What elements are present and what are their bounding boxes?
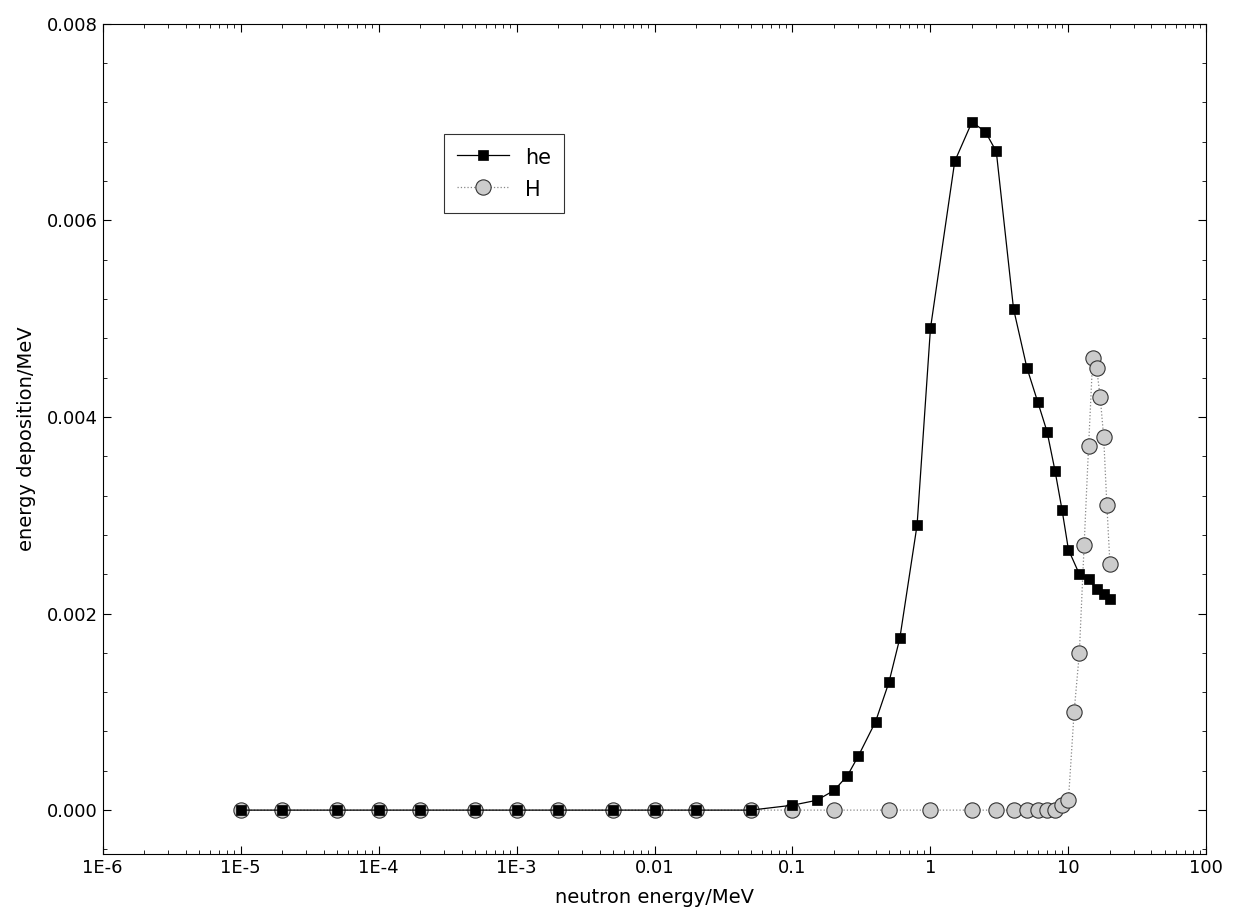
- he: [371, 805, 386, 816]
- H: [647, 805, 662, 816]
- he: [827, 784, 842, 796]
- he: [1089, 583, 1104, 594]
- he: [330, 805, 345, 816]
- he: [275, 805, 290, 816]
- he: [910, 519, 925, 530]
- he: [1055, 505, 1070, 516]
- he: [1061, 544, 1076, 555]
- he: [868, 716, 883, 727]
- H: [1096, 431, 1111, 442]
- X-axis label: neutron energy/MeV: neutron energy/MeV: [556, 888, 754, 907]
- he: [467, 805, 482, 816]
- he: [413, 805, 428, 816]
- H: [688, 805, 703, 816]
- H: [1071, 648, 1086, 659]
- he: [839, 771, 854, 782]
- he: [893, 633, 908, 644]
- H: [1081, 441, 1096, 452]
- H: [1055, 799, 1070, 810]
- H: [371, 805, 386, 816]
- Y-axis label: energy deposition/MeV: energy deposition/MeV: [16, 327, 36, 552]
- he: [605, 805, 620, 816]
- he: [1039, 426, 1054, 437]
- Line: he: he: [236, 117, 1115, 815]
- H: [330, 805, 345, 816]
- he: [947, 156, 962, 167]
- he: [1019, 362, 1034, 373]
- he: [882, 676, 897, 687]
- he: [744, 805, 759, 816]
- he: [510, 805, 525, 816]
- he: [1006, 303, 1021, 314]
- H: [1019, 805, 1034, 816]
- H: [827, 805, 842, 816]
- H: [1039, 805, 1054, 816]
- H: [1100, 500, 1115, 511]
- he: [233, 805, 248, 816]
- he: [1096, 589, 1111, 600]
- he: [810, 795, 825, 806]
- H: [413, 805, 428, 816]
- he: [1102, 593, 1117, 604]
- H: [1092, 392, 1107, 403]
- he: [923, 322, 937, 334]
- he: [988, 146, 1003, 157]
- he: [647, 805, 662, 816]
- H: [1061, 795, 1076, 806]
- H: [233, 805, 248, 816]
- he: [688, 805, 703, 816]
- H: [1030, 805, 1045, 816]
- Legend: he, H: he, H: [444, 134, 564, 213]
- H: [1066, 706, 1081, 717]
- H: [1089, 362, 1104, 373]
- H: [1085, 352, 1100, 363]
- H: [744, 805, 759, 816]
- H: [785, 805, 800, 816]
- H: [923, 805, 937, 816]
- he: [1071, 568, 1086, 579]
- H: [551, 805, 565, 816]
- he: [1030, 396, 1045, 407]
- H: [467, 805, 482, 816]
- H: [965, 805, 980, 816]
- H: [275, 805, 290, 816]
- H: [988, 805, 1003, 816]
- H: [1076, 539, 1091, 550]
- he: [785, 799, 800, 810]
- he: [851, 750, 866, 761]
- H: [882, 805, 897, 816]
- H: [510, 805, 525, 816]
- H: [1006, 805, 1021, 816]
- he: [965, 116, 980, 128]
- H: [1102, 559, 1117, 570]
- he: [1048, 466, 1063, 477]
- he: [551, 805, 565, 816]
- H: [1048, 805, 1063, 816]
- he: [1081, 574, 1096, 585]
- H: [605, 805, 620, 816]
- he: [978, 127, 993, 138]
- Line: H: H: [233, 350, 1117, 818]
